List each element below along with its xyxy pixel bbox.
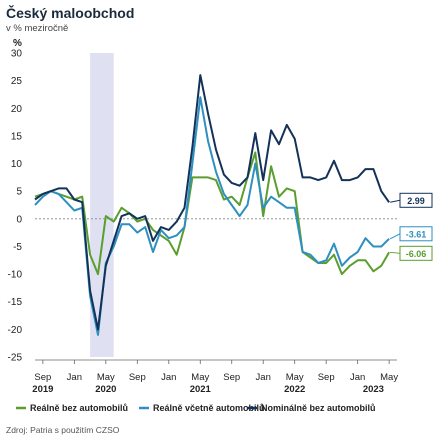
- y-tick-label: -5: [13, 242, 22, 253]
- x-tick-label: Jan: [256, 372, 271, 383]
- x-tick-label: Sep: [34, 372, 51, 383]
- x-tick-label: Sep: [129, 372, 146, 383]
- y-axis-unit: %: [13, 38, 22, 49]
- legend-label-2: Reálně včetně automobilů: [153, 403, 265, 413]
- end-label-value: 2.99: [407, 196, 425, 206]
- x-year-label: 2020: [95, 384, 116, 395]
- chart-title: Český maloobchod: [6, 5, 135, 21]
- shaded-period: [90, 53, 114, 357]
- x-year-label: 2021: [190, 384, 212, 395]
- x-tick-label: Jan: [350, 372, 365, 383]
- x-tick-label: May: [191, 372, 209, 383]
- y-tick-label: 10: [11, 159, 23, 170]
- x-tick-label: May: [97, 372, 115, 383]
- x-tick-label: Sep: [223, 372, 240, 383]
- x-year-label: 2022: [284, 384, 305, 395]
- y-tick-label: 5: [16, 187, 22, 198]
- x-tick-label: Jan: [161, 372, 176, 383]
- end-label-box: [399, 192, 433, 208]
- source-note: Zdroj: Patria s použitím CZSO: [6, 425, 120, 435]
- x-tick-label: Sep: [318, 372, 335, 383]
- y-tick-label: 0: [16, 214, 22, 225]
- y-tick-label: 25: [11, 76, 23, 87]
- y-tick-label: -15: [8, 297, 23, 308]
- end-label-leader: [390, 199, 401, 203]
- y-tick-label: -10: [8, 270, 23, 281]
- end-label-leader: [390, 251, 401, 254]
- end-label-value: -3.61: [406, 229, 427, 239]
- end-label-box: [399, 245, 433, 261]
- x-tick-label: May: [380, 372, 398, 383]
- x-year-label: 2019: [32, 384, 53, 395]
- series-line-3: [34, 74, 390, 331]
- x-tick-label: Jan: [67, 372, 82, 383]
- legend-label-1: Reálně bez automobilů: [30, 403, 128, 413]
- legend-label-3: Nominálně bez automobilů: [261, 403, 376, 413]
- end-label-value: -6.06: [406, 249, 427, 259]
- series-line-2: [34, 96, 390, 336]
- y-tick-label: 30: [11, 49, 23, 60]
- y-tick-label: 15: [11, 131, 23, 142]
- y-tick-label: 20: [11, 104, 23, 115]
- y-tick-label: -25: [8, 353, 23, 364]
- end-label-box: [399, 226, 433, 242]
- end-label-leader: [389, 233, 401, 240]
- series-line-1: [34, 151, 390, 276]
- chart-subtitle: v % meziročně: [6, 23, 69, 34]
- x-year-label: 2023: [363, 384, 384, 395]
- y-tick-label: -20: [8, 325, 23, 336]
- x-tick-label: May: [286, 372, 304, 383]
